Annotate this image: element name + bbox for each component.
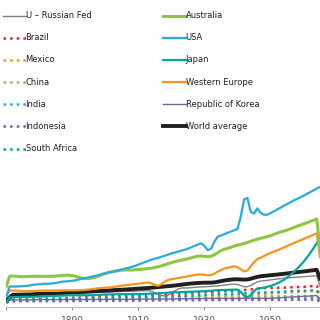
Text: Japan: Japan <box>186 55 209 64</box>
Text: Western Europe: Western Europe <box>186 77 252 87</box>
Text: Australia: Australia <box>186 11 223 20</box>
Text: Indonesia: Indonesia <box>26 122 67 131</box>
Text: Mexico: Mexico <box>26 55 55 64</box>
Text: China: China <box>26 77 50 87</box>
Text: World average: World average <box>186 122 247 131</box>
Text: India: India <box>26 100 46 109</box>
Text: U – Russian Fed: U – Russian Fed <box>26 11 91 20</box>
Text: Republic of Korea: Republic of Korea <box>186 100 259 109</box>
Text: USA: USA <box>186 33 203 42</box>
Text: Brazil: Brazil <box>26 33 49 42</box>
Text: South Africa: South Africa <box>26 144 77 153</box>
